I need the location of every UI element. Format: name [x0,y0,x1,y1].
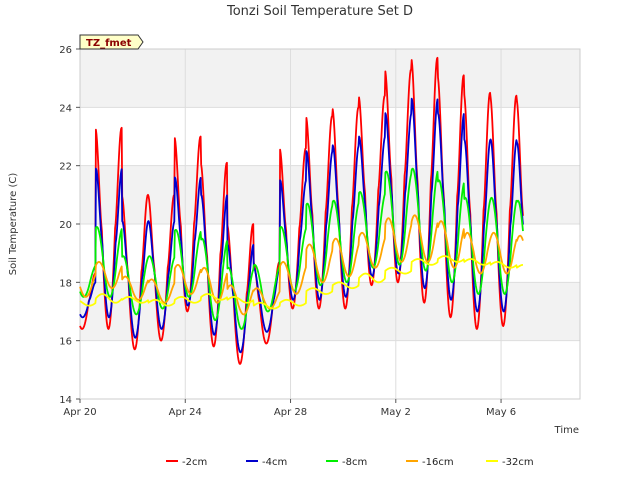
y-tick-label: 22 [59,162,72,173]
y-tick-label: 20 [59,220,72,231]
y-tick-label: 16 [59,337,72,348]
series--16cm [79,214,524,316]
series--32cm [79,255,524,310]
y-tick-label: 26 [59,45,72,56]
background-band [80,49,580,108]
x-tick-label: May 6 [486,407,516,418]
legend-item--8cm: -8cm [326,457,367,468]
series-line--16cm [79,214,524,316]
x-tick-label: May 2 [381,407,411,418]
y-axis-ticks: 14 16 18 20 22 24 26 [59,45,80,406]
x-axis-ticks: Apr 20 Apr 24 Apr 28 May 2 May 6 [63,399,516,418]
series-lines [79,56,524,365]
y-tick-label: 18 [59,278,72,289]
y-tick-label: 24 [59,103,72,114]
x-tick-label: Apr 28 [274,407,307,418]
legend-label: -2cm [182,457,207,468]
legend-label: -32cm [502,457,534,468]
legend-item--16cm: -16cm [406,457,454,468]
legend: -2cm -4cm -8cm -16cm -32cm [166,457,534,468]
badge-shape [79,34,144,50]
x-axis-title: Time [554,425,579,436]
legend-label: -4cm [262,457,287,468]
legend-label: -16cm [422,457,454,468]
series-line--32cm [79,255,524,310]
legend-item--2cm: -2cm [166,457,207,468]
y-axis-title: Soil Temperature (C) [8,173,19,276]
legend-item--4cm: -4cm [246,457,287,468]
legend-label: -8cm [342,457,367,468]
x-tick-label: Apr 24 [169,407,202,418]
series--8cm [79,167,524,330]
chart-title: Tonzi Soil Temperature Set D [226,4,413,19]
legend-item--32cm: -32cm [486,457,534,468]
badge-label: TZ_fmet [86,38,132,49]
plot-background-bands [80,49,580,341]
station-badge: TZ_fmet [79,34,144,50]
x-tick-label: Apr 20 [63,407,96,418]
y-tick-label: 14 [59,395,72,406]
series-line--8cm [79,167,524,330]
